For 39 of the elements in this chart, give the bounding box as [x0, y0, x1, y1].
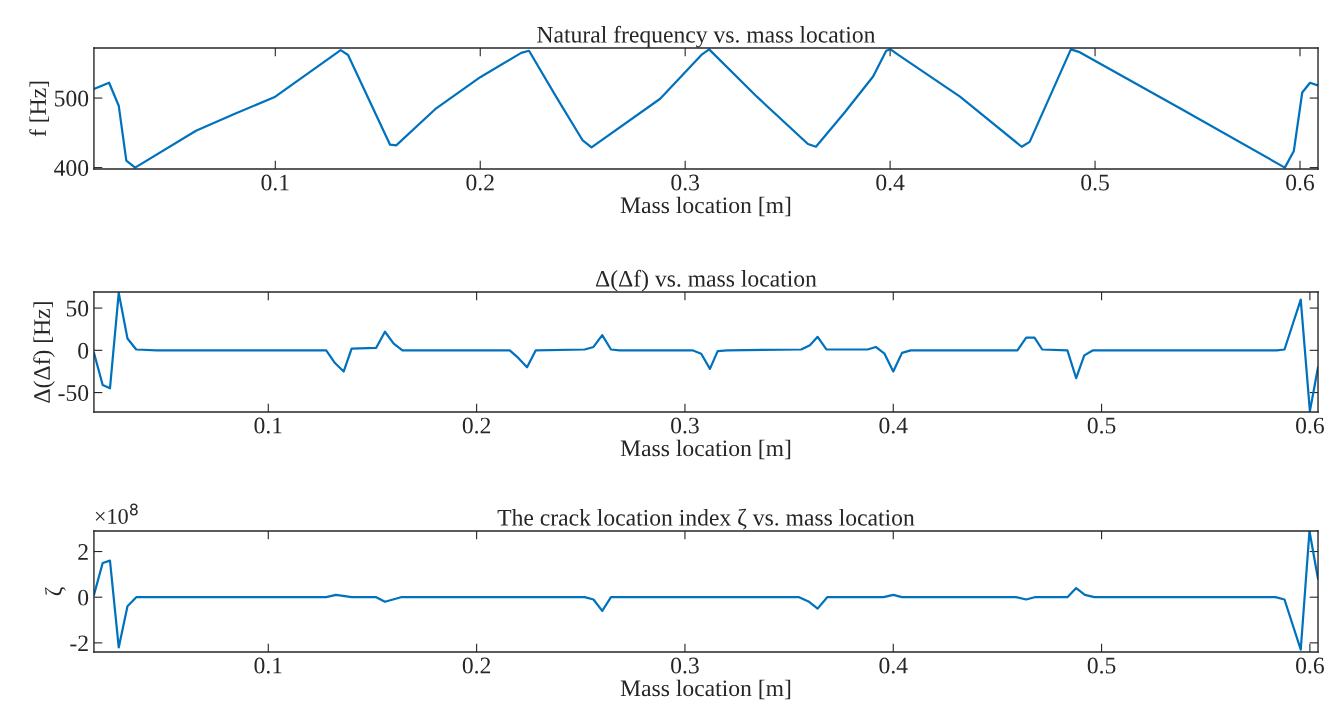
x-tick-label: 0.1	[261, 174, 289, 191]
x-tick-label: 0.5	[1081, 174, 1109, 191]
y-tick-label: 50	[66, 300, 89, 317]
x-tick-label: 0.3	[671, 417, 699, 434]
y-axis-title: ζ	[45, 587, 66, 596]
x-tick-label: 0.4	[879, 657, 908, 674]
line-series	[93, 292, 1319, 413]
x-tick-label: 0.3	[671, 174, 700, 191]
x-tick-label: 0.1	[254, 417, 282, 434]
line-series	[93, 530, 1319, 651]
y-tick-label: 2	[78, 544, 88, 560]
line-series	[93, 48, 1319, 169]
x-tick-label: 0.5	[1087, 417, 1116, 434]
x-tick-label: 0.2	[462, 417, 491, 434]
x-tick-label: 0.4	[876, 174, 905, 191]
y-tick-label: 0	[78, 342, 89, 359]
x-tick-label: 0.5	[1087, 657, 1116, 674]
text: ×10$^{8}$	[95, 503, 138, 524]
y-tick-label: 0	[78, 589, 89, 606]
x-tick-label: 0.3	[671, 657, 699, 674]
x-tick-label: 0.2	[462, 657, 491, 674]
x-tick-label: 0.6	[1296, 657, 1324, 674]
y-tick-label: 500	[55, 90, 89, 107]
x-tick-label: 0.6	[1286, 174, 1315, 191]
x-axis-title: Mass location [m]	[620, 196, 791, 217]
y-tick-label: -50	[58, 385, 89, 402]
y-tick-label: 400	[54, 160, 89, 177]
x-tick-label: 0.6	[1296, 417, 1324, 434]
x-tick-label: 0.1	[254, 657, 282, 674]
x-axis-title: Mass location [m]	[620, 439, 791, 460]
y-tick-label: -2	[70, 635, 88, 652]
y-axis-title: f [Hz]	[29, 81, 50, 137]
chart-title: Δ(Δf) vs. mass location	[595, 269, 817, 292]
x-tick-label: 0.2	[466, 174, 494, 191]
chart-title: Natural frequency vs. mass location	[537, 25, 876, 48]
x-tick-label: 0.4	[879, 417, 908, 434]
chart-title: The crack location index ζ vs. mass location	[497, 508, 915, 530]
y-axis-title: Δ(Δf) [Hz]	[33, 302, 55, 403]
x-axis-title: Mass location [m]	[620, 679, 791, 700]
